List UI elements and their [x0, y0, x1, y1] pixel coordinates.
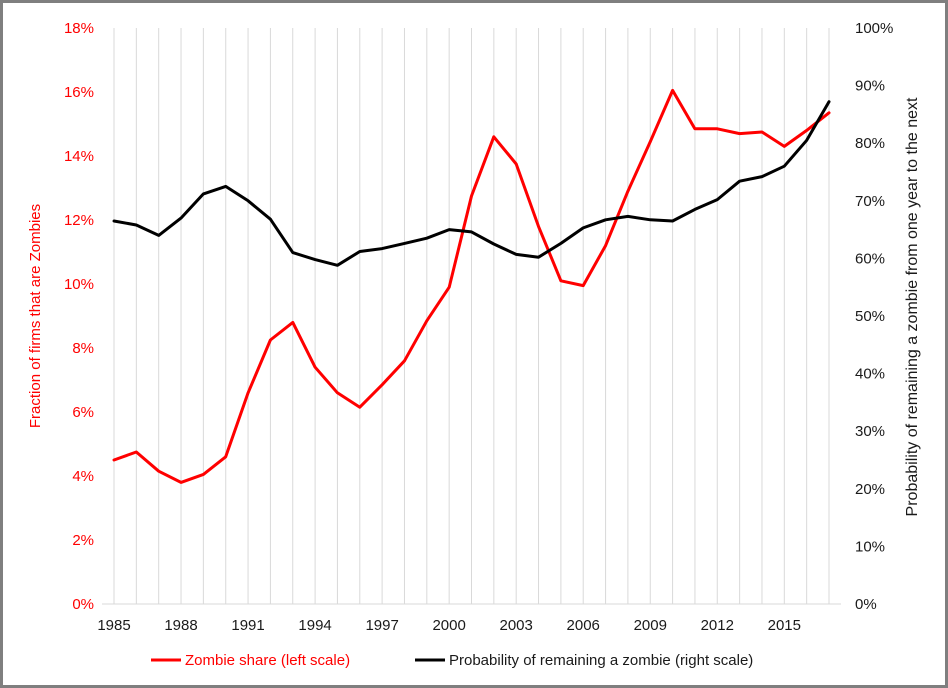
right-tick-label: 50%: [855, 308, 885, 325]
right-axis-ticks: 0% 10% 20% 30% 40% 50% 60% 70% 80% 90% 100%: [855, 20, 893, 613]
left-tick-label: 6%: [72, 404, 94, 421]
x-tick-label: 2000: [432, 617, 465, 634]
right-tick-label: 100%: [855, 20, 893, 37]
left-tick-label: 16%: [64, 84, 94, 101]
left-tick-label: 0%: [72, 596, 94, 613]
x-tick-label: 2012: [701, 617, 734, 634]
x-tick-label: 2015: [768, 617, 801, 634]
right-tick-label: 30%: [855, 423, 885, 440]
x-axis-ticks: 1985 1988 1991 1994 1997 2000 2003 2006 2009 2012…: [97, 617, 801, 634]
legend-label-zombie-share: Zombie share (left scale): [185, 652, 350, 669]
x-tick-label: 1988: [164, 617, 197, 634]
x-tick-label: 1997: [365, 617, 398, 634]
y-axis-label-right: Probability of remaining a zombie from o…: [904, 97, 921, 516]
series-line-probability: [112, 100, 831, 267]
legend-label-probability: Probability of remaining a zombie (right…: [449, 652, 753, 669]
right-tick-label: 80%: [855, 135, 885, 152]
x-tick-label: 1994: [298, 617, 331, 634]
right-tick-label: 10%: [855, 538, 885, 555]
right-tick-label: 60%: [855, 250, 885, 267]
legend: Zombie share (left scale) Probability of…: [151, 652, 753, 669]
x-tick-label: 1985: [97, 617, 130, 634]
x-tick-label: 1991: [231, 617, 264, 634]
left-axis-ticks: 0% 2% 4% 6% 8% 10% 12% 14% 16% 18%: [64, 20, 94, 613]
left-tick-label: 18%: [64, 20, 94, 37]
series-line-zombie-share: [112, 88, 831, 484]
right-tick-label: 40%: [855, 366, 885, 383]
x-tick-label: 2003: [500, 617, 533, 634]
left-tick-label: 4%: [72, 468, 94, 485]
right-tick-label: 70%: [855, 193, 885, 210]
left-tick-label: 12%: [64, 212, 94, 229]
right-tick-label: 20%: [855, 481, 885, 498]
x-tick-label: 2009: [634, 617, 667, 634]
gridlines: [113, 28, 830, 604]
left-tick-label: 14%: [64, 148, 94, 165]
x-tick-label: 2006: [567, 617, 600, 634]
right-tick-label: 0%: [855, 596, 877, 613]
y-axis-label-left: Fraction of firms that are Zombies: [27, 204, 44, 428]
left-tick-label: 8%: [72, 340, 94, 357]
left-tick-label: 10%: [64, 276, 94, 293]
right-tick-label: 90%: [855, 78, 885, 95]
series-lines: [112, 88, 831, 484]
left-tick-label: 2%: [72, 532, 94, 549]
line-chart: 0% 2% 4% 6% 8% 10% 12% 14% 16% 18% 0% 10% 20% 30% 40%…: [27, 20, 921, 669]
